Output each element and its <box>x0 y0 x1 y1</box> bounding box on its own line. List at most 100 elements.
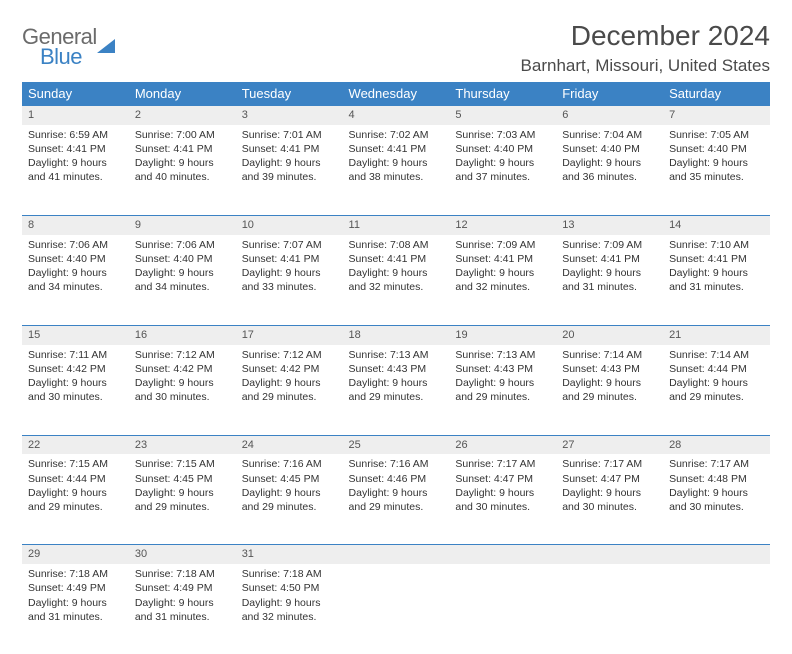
daylight-line: Daylight: 9 hours and 34 minutes. <box>28 266 123 294</box>
sunset-line: Sunset: 4:48 PM <box>669 472 764 486</box>
sunset-line: Sunset: 4:41 PM <box>135 142 230 156</box>
sunset-line: Sunset: 4:44 PM <box>669 362 764 376</box>
daylight-line: Daylight: 9 hours and 33 minutes. <box>242 266 337 294</box>
sunset-line: Sunset: 4:41 PM <box>242 142 337 156</box>
sunset-line: Sunset: 4:49 PM <box>135 581 230 595</box>
sunset-line: Sunset: 4:41 PM <box>669 252 764 266</box>
day-number-row: 22232425262728 <box>22 435 770 455</box>
weekday-header: Sunday <box>22 82 129 105</box>
daylight-line: Daylight: 9 hours and 29 minutes. <box>455 376 550 404</box>
day-number-cell: 7 <box>663 105 770 125</box>
header: General Blue December 2024 Barnhart, Mis… <box>22 20 770 76</box>
day-number-cell <box>449 544 556 564</box>
sunset-line: Sunset: 4:40 PM <box>135 252 230 266</box>
sunset-line: Sunset: 4:43 PM <box>562 362 657 376</box>
sunrise-line: Sunrise: 7:00 AM <box>135 128 230 142</box>
daylight-line: Daylight: 9 hours and 29 minutes. <box>242 486 337 514</box>
day-detail-cell: Sunrise: 7:15 AMSunset: 4:44 PMDaylight:… <box>22 454 129 544</box>
day-number-cell: 17 <box>236 325 343 345</box>
day-number-cell: 12 <box>449 215 556 235</box>
sunrise-line: Sunrise: 7:04 AM <box>562 128 657 142</box>
day-detail-cell: Sunrise: 7:17 AMSunset: 4:47 PMDaylight:… <box>449 454 556 544</box>
sunrise-line: Sunrise: 7:18 AM <box>242 567 337 581</box>
sunrise-line: Sunrise: 7:02 AM <box>349 128 444 142</box>
day-number-cell: 16 <box>129 325 236 345</box>
day-number-cell <box>556 544 663 564</box>
day-number-cell: 2 <box>129 105 236 125</box>
weekday-header-row: Sunday Monday Tuesday Wednesday Thursday… <box>22 82 770 105</box>
sunset-line: Sunset: 4:41 PM <box>28 142 123 156</box>
weekday-header: Saturday <box>663 82 770 105</box>
sunrise-line: Sunrise: 7:10 AM <box>669 238 764 252</box>
daylight-line: Daylight: 9 hours and 37 minutes. <box>455 156 550 184</box>
daylight-line: Daylight: 9 hours and 30 minutes. <box>562 486 657 514</box>
sunset-line: Sunset: 4:43 PM <box>455 362 550 376</box>
day-detail-cell: Sunrise: 7:10 AMSunset: 4:41 PMDaylight:… <box>663 235 770 325</box>
day-detail-cell: Sunrise: 7:16 AMSunset: 4:46 PMDaylight:… <box>343 454 450 544</box>
weekday-header: Thursday <box>449 82 556 105</box>
sunrise-line: Sunrise: 7:17 AM <box>455 457 550 471</box>
day-number-cell: 1 <box>22 105 129 125</box>
sunrise-line: Sunrise: 7:13 AM <box>349 348 444 362</box>
day-number-cell: 27 <box>556 435 663 455</box>
day-number-cell <box>663 544 770 564</box>
sunset-line: Sunset: 4:42 PM <box>135 362 230 376</box>
daylight-line: Daylight: 9 hours and 41 minutes. <box>28 156 123 184</box>
title-block: December 2024 Barnhart, Missouri, United… <box>521 20 770 76</box>
daylight-line: Daylight: 9 hours and 32 minutes. <box>242 596 337 624</box>
daylight-line: Daylight: 9 hours and 30 minutes. <box>669 486 764 514</box>
sunrise-line: Sunrise: 7:15 AM <box>28 457 123 471</box>
sunset-line: Sunset: 4:45 PM <box>242 472 337 486</box>
day-number-cell: 9 <box>129 215 236 235</box>
day-detail-cell: Sunrise: 7:12 AMSunset: 4:42 PMDaylight:… <box>236 345 343 435</box>
day-detail-cell: Sunrise: 7:07 AMSunset: 4:41 PMDaylight:… <box>236 235 343 325</box>
day-number-cell: 10 <box>236 215 343 235</box>
day-number-cell: 11 <box>343 215 450 235</box>
day-number-cell: 5 <box>449 105 556 125</box>
day-detail-row: Sunrise: 7:11 AMSunset: 4:42 PMDaylight:… <box>22 345 770 435</box>
day-detail-cell: Sunrise: 7:13 AMSunset: 4:43 PMDaylight:… <box>449 345 556 435</box>
day-detail-cell: Sunrise: 7:06 AMSunset: 4:40 PMDaylight:… <box>22 235 129 325</box>
day-detail-cell: Sunrise: 7:17 AMSunset: 4:48 PMDaylight:… <box>663 454 770 544</box>
sunset-line: Sunset: 4:44 PM <box>28 472 123 486</box>
day-detail-cell <box>556 564 663 654</box>
sunrise-line: Sunrise: 7:17 AM <box>669 457 764 471</box>
day-detail-cell: Sunrise: 7:18 AMSunset: 4:49 PMDaylight:… <box>129 564 236 654</box>
day-detail-row: Sunrise: 7:15 AMSunset: 4:44 PM Daylight:… <box>22 454 770 544</box>
day-detail-cell: Sunrise: 7:11 AMSunset: 4:42 PMDaylight:… <box>22 345 129 435</box>
daylight-line: Daylight: 9 hours and 31 minutes. <box>669 266 764 294</box>
day-detail-cell: Sunrise: 7:03 AMSunset: 4:40 PMDaylight:… <box>449 125 556 215</box>
daylight-line: Daylight: 9 hours and 30 minutes. <box>28 376 123 404</box>
day-number-row: 891011121314 <box>22 215 770 235</box>
day-number-cell: 25 <box>343 435 450 455</box>
daylight-line: Daylight: 9 hours and 30 minutes. <box>135 376 230 404</box>
day-number-row: 1234567 <box>22 105 770 125</box>
sunset-line: Sunset: 4:41 PM <box>349 252 444 266</box>
brand-logo: General Blue <box>22 20 115 70</box>
day-detail-cell <box>449 564 556 654</box>
daylight-line: Daylight: 9 hours and 29 minutes. <box>349 376 444 404</box>
sunrise-line: Sunrise: 7:13 AM <box>455 348 550 362</box>
day-detail-row: Sunrise: 7:06 AMSunset: 4:40 PMDaylight:… <box>22 235 770 325</box>
sunset-line: Sunset: 4:40 PM <box>28 252 123 266</box>
day-detail-cell: Sunrise: 7:00 AMSunset: 4:41 PMDaylight:… <box>129 125 236 215</box>
day-number-cell: 28 <box>663 435 770 455</box>
sunrise-line: Sunrise: 7:12 AM <box>135 348 230 362</box>
sunset-line: Sunset: 4:46 PM <box>349 472 444 486</box>
sunrise-line: Sunrise: 7:01 AM <box>242 128 337 142</box>
day-detail-cell: Sunrise: 7:18 AMSunset: 4:49 PMDaylight:… <box>22 564 129 654</box>
daylight-line: Daylight: 9 hours and 38 minutes. <box>349 156 444 184</box>
day-number-cell: 23 <box>129 435 236 455</box>
sunrise-line: Sunrise: 7:16 AM <box>242 457 337 471</box>
daylight-line: Daylight: 9 hours and 29 minutes. <box>669 376 764 404</box>
sunset-line: Sunset: 4:42 PM <box>28 362 123 376</box>
weekday-header: Friday <box>556 82 663 105</box>
daylight-line: Daylight: 9 hours and 40 minutes. <box>135 156 230 184</box>
sunrise-line: Sunrise: 7:09 AM <box>455 238 550 252</box>
day-number-cell: 24 <box>236 435 343 455</box>
sunrise-line: Sunrise: 7:17 AM <box>562 457 657 471</box>
weekday-header: Tuesday <box>236 82 343 105</box>
sunset-line: Sunset: 4:41 PM <box>242 252 337 266</box>
sunrise-line: Sunrise: 6:59 AM <box>28 128 123 142</box>
day-number-row: 15161718192021 <box>22 325 770 345</box>
